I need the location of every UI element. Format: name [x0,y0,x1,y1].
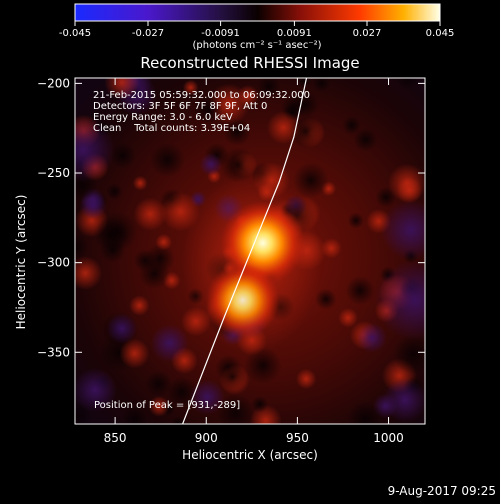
texture-blob [75,256,103,290]
x-tick-label: 1000 [373,431,404,445]
solar-limb-curve [182,78,308,424]
texture-blob [144,370,173,398]
texture-blob [133,197,167,231]
texture-blob [106,313,138,344]
y-tick-label: −300 [37,256,70,270]
negative-region [383,378,425,422]
texture-blob [104,78,140,100]
texture-blob [121,405,148,424]
texture-blob [182,79,199,96]
emission-sources [181,172,322,353]
y-tick-label: −200 [37,76,70,90]
texture-blob [148,395,170,417]
texture-blob [138,258,170,290]
texture-blob [393,334,425,375]
texture-blob [244,346,282,385]
texture-blob [257,78,281,98]
texture-blob [315,288,337,310]
texture-blob [75,233,89,260]
x-tick-label: 950 [286,431,309,445]
negative-region [75,118,115,182]
colorbar-ticks: -0.045 -0.027 -0.0091 0.0091 0.027 0.045 [59,21,454,39]
texture-blob [150,142,185,178]
chart-title: Reconstructed RHESSI Image [140,54,359,72]
colorbar-tick-label: 0.0091 [277,28,312,39]
texture-blob [266,111,301,145]
texture-blob [193,95,223,124]
colorbar-tick-label: -0.0091 [201,28,240,39]
texture-blob [353,127,378,152]
texture-blob [345,275,375,306]
texture-blob [342,115,361,135]
negative-region [375,260,425,340]
texture-blob [170,347,198,375]
y-tick-label: −250 [37,166,70,180]
x-tick-label: 900 [195,431,218,445]
texture-blob [166,376,198,408]
texture-blob [109,142,136,169]
texture-blob [347,212,365,229]
texture-blob [155,233,173,251]
colorbar-tick-label: -0.027 [132,28,164,39]
texture-blob [216,393,255,424]
texture-blob [251,396,269,413]
texture-blob [170,416,186,424]
emission-source-2 [205,263,280,338]
texture-blob [223,118,251,146]
plot-frame [74,77,426,425]
time-range-label: 21-Feb-2015 05:59:32.000 to 06:09:32.000 [93,90,310,101]
detectors-label: Detectors: 3F 5F 6F 7F 8F 9F, Att 0 [93,101,267,112]
texture-blob [106,183,123,200]
colorbar-tick-label: 0.045 [426,28,455,39]
axis-ticks: 850 900 950 1000 −200 −250 −300 −350 [37,76,425,445]
texture-blob [295,368,317,390]
y-tick-label: −350 [37,345,70,359]
colorbar [74,3,441,22]
texture-blob [199,153,223,176]
texture-blob [296,78,312,88]
y-axis-label: Heliocentric Y (arcsec) [14,195,28,330]
texture-blob [292,162,330,199]
texture-blob [189,379,225,415]
energy-range-label: Energy Range: 3.0 - 6.0 keV [93,112,233,123]
texture-blob [396,78,419,91]
x-tick-label: 850 [104,431,127,445]
x-axis-label: Heliocentric X (arcsec) [182,448,318,462]
colorbar-units: (photons cm⁻² s⁻¹ asec⁻²) [192,40,321,51]
texture-blob [387,163,425,203]
footer-timestamp: 9-Aug-2017 09:25 [388,484,496,498]
clean-counts-label: Clean Total counts: 3.39E+04 [93,123,250,134]
heatmap-image [75,78,425,424]
texture-blob [219,363,246,391]
texture-blob [338,307,358,328]
colorbar-tick-label: -0.045 [59,28,91,39]
texture-blob [132,175,148,191]
negative-region [381,200,425,260]
texture-blob [119,338,150,369]
texture-blob [129,295,150,316]
negative-region [75,368,117,412]
texture-blob [321,238,342,259]
colorbar-tick-label: 0.027 [353,28,382,39]
peak-position-label: Position of Peak = [931,-289] [94,400,240,411]
texture-blob [356,322,387,353]
texture-blob [312,78,331,92]
texture-blob [93,217,129,253]
texture-blob [347,400,383,424]
